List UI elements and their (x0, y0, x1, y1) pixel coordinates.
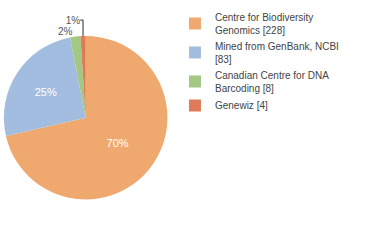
svg-text:Mined from GenBank, NCBI[83]: Mined from GenBank, NCBI[83] (215, 41, 339, 65)
svg-text:Canadian Centre for DNABarcodi: Canadian Centre for DNABarcoding [8] (215, 70, 329, 94)
svg-text:70%: 70% (107, 137, 129, 149)
svg-text:Centre for BiodiversityGenomic: Centre for BiodiversityGenomics [228] (215, 12, 313, 36)
svg-text:25%: 25% (35, 86, 57, 98)
svg-text:Genewiz [4]: Genewiz [4] (215, 100, 268, 111)
svg-text:2%: 2% (58, 26, 73, 37)
svg-text:1%: 1% (66, 15, 81, 26)
